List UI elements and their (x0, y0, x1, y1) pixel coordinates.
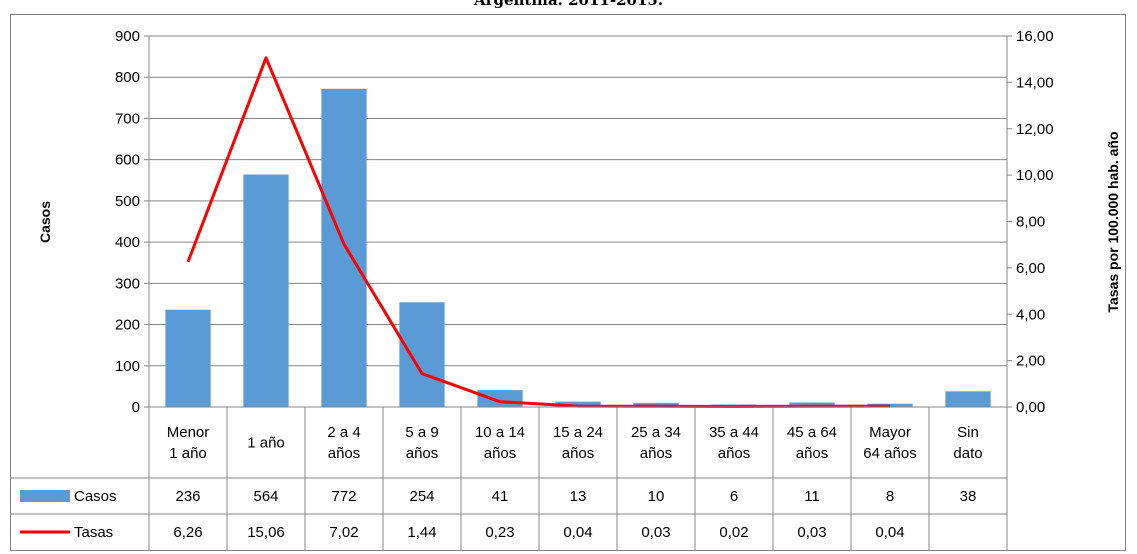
y2-tick-label: 16,00 (1016, 28, 1054, 45)
legend-label: Casos (74, 488, 117, 505)
y-tick-label: 400 (115, 234, 140, 251)
data-table: Menor 1 año 1 año 2 a 4 años 5 a 9 años 10 a 14… (10, 406, 1008, 550)
table-cell: 772 (331, 488, 356, 505)
category-label: 25 a 34 años (631, 424, 681, 462)
y-tick-label: 900 (115, 28, 140, 45)
table-cell: 564 (253, 488, 278, 505)
bar-casos (555, 401, 601, 407)
table-cell: 10 (648, 488, 665, 505)
category-label: 5 a 9 años (405, 424, 438, 462)
y2-tick-label: 4,00 (1016, 306, 1045, 323)
y2-tick-label: 0,00 (1016, 399, 1045, 416)
table-cell: 38 (960, 488, 977, 505)
legend-key-casos (20, 490, 70, 502)
category-label: Sin dato (953, 424, 982, 462)
table-cell: 41 (492, 488, 509, 505)
y2-tick-label: 6,00 (1016, 260, 1045, 277)
category-label: 15 a 24 años (553, 424, 603, 462)
y2-tick-label: 2,00 (1016, 353, 1045, 370)
gridlines (149, 35, 1007, 367)
table-cell: 11 (804, 488, 820, 505)
y2-tick-label: 12,00 (1016, 121, 1054, 138)
y2-tick-label: 14,00 (1016, 74, 1054, 91)
category-label: 2 a 4 años (327, 424, 360, 462)
category-label: 45 a 64 años (787, 424, 837, 462)
bar-casos (165, 309, 211, 407)
category-label: 1 año (247, 435, 285, 452)
category-label: 35 a 44 años (709, 424, 759, 462)
bar-casos (243, 174, 289, 407)
legend-label: Tasas (74, 524, 113, 541)
tasas-line (186, 56, 891, 408)
table-cell: 1,44 (407, 524, 436, 541)
table-cell: 0,03 (641, 524, 670, 541)
table-cell: 0,04 (875, 524, 904, 541)
table-cell: 13 (570, 488, 587, 505)
bar-casos (321, 88, 367, 408)
table-cell: 15,06 (247, 524, 285, 541)
y-tick-label: 800 (115, 69, 140, 86)
table-cell: 0,02 (719, 524, 748, 541)
category-label: Mayor 64 años (863, 424, 916, 462)
table-cell: 0,04 (563, 524, 592, 541)
bar-casos (399, 302, 445, 407)
bar-casos (867, 403, 913, 407)
bar-casos (945, 391, 991, 407)
table-cell: 8 (886, 488, 894, 505)
table-cell: 6,26 (173, 524, 202, 541)
y2-axis-label: Tasas por 100.000 hab. año (1105, 131, 1121, 312)
y-tick-label: 600 (115, 152, 140, 169)
y2-tick-label: 10,00 (1016, 167, 1054, 184)
category-label: 10 a 14 años (475, 424, 525, 462)
axes: 0 100 200 300 400 500 600 700 800 900 0,00 2,00 4,00… (115, 28, 1054, 416)
y-tick-label: 100 (115, 358, 140, 375)
line-tasas (186, 56, 891, 408)
chart-title: Argentina. 2011-2015. (473, 0, 664, 9)
bar-casos (789, 402, 835, 407)
table-cell: 236 (175, 488, 200, 505)
table-cell: 254 (409, 488, 434, 505)
table-cell: 0,23 (485, 524, 514, 541)
chart-frame (10, 14, 1126, 551)
bar-casos (477, 390, 523, 407)
table-cell: 6 (730, 488, 738, 505)
table-cell: 0,03 (797, 524, 826, 541)
y-tick-label: 500 (115, 193, 140, 210)
y-axis-label: Casos (37, 201, 53, 243)
y-tick-label: 300 (115, 275, 140, 292)
y2-tick-label: 8,00 (1016, 214, 1045, 231)
y-tick-label: 200 (115, 317, 140, 334)
y-tick-label: 0 (132, 399, 140, 416)
table-cell: 7,02 (329, 524, 358, 541)
category-label: Menor 1 año (167, 424, 210, 462)
y-tick-label: 700 (115, 110, 140, 127)
